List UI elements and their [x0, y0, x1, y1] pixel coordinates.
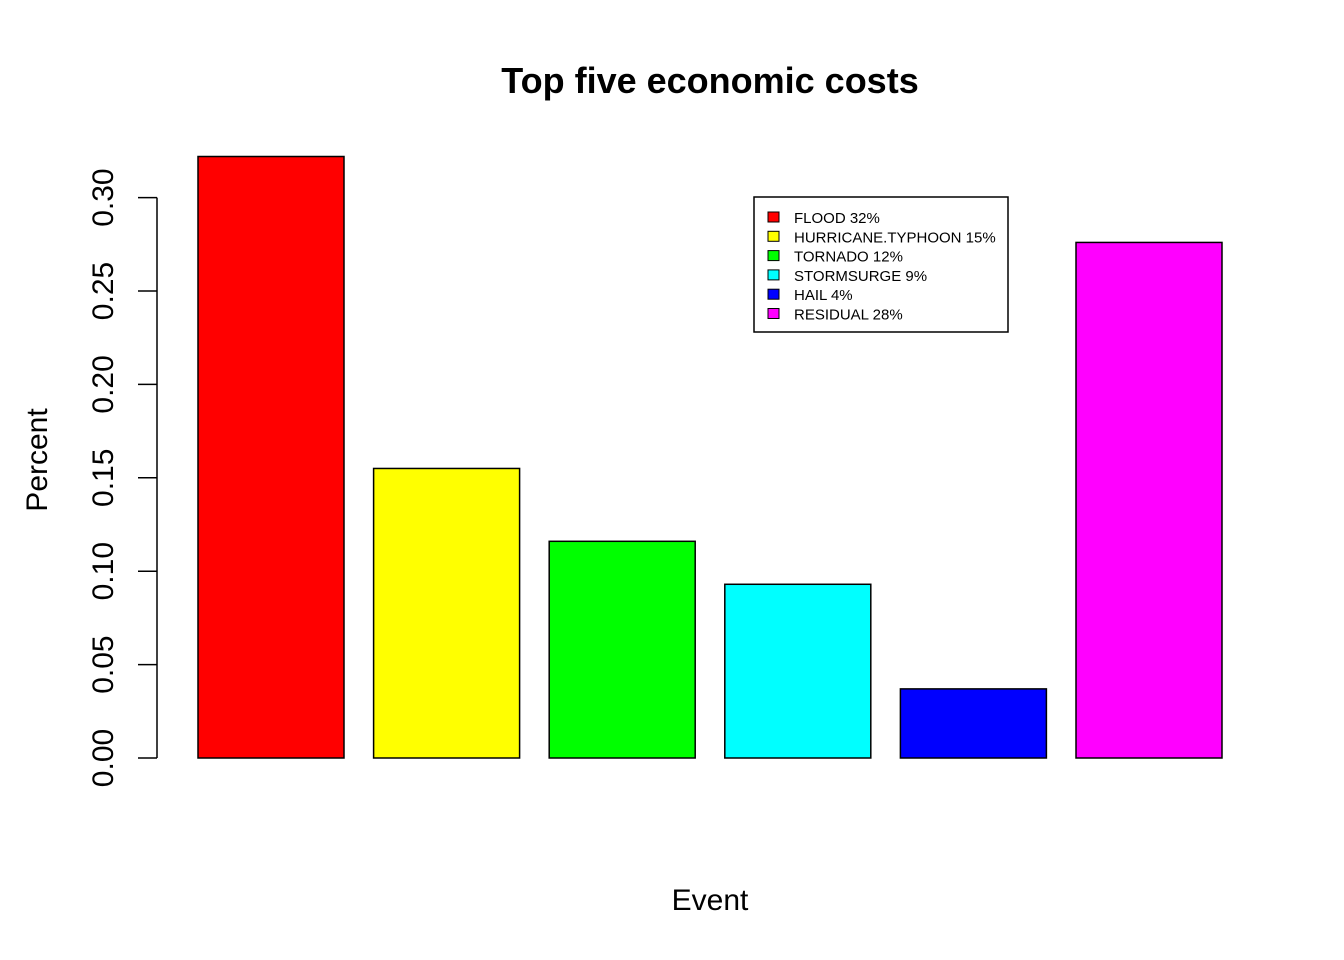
y-tick-label-0: 0.00 — [87, 729, 120, 787]
bar-tornado — [548, 540, 696, 759]
legend-entry-4: HAIL 4% — [794, 287, 853, 304]
bar-stormsurge — [724, 583, 872, 759]
bar-hail — [899, 688, 1048, 759]
legend-swatch-1 — [767, 230, 780, 242]
legend-swatch-3 — [767, 269, 780, 281]
y-tick-label-3: 0.15 — [87, 449, 120, 507]
legend-entry-3: STORMSURGE 9% — [794, 268, 927, 285]
y-tick-label-4: 0.20 — [87, 355, 120, 413]
legend-swatch-2 — [767, 250, 780, 262]
legend-entry-5: RESIDUAL 28% — [794, 307, 903, 324]
bar-flood — [197, 155, 345, 759]
y-tick-label-5: 0.25 — [87, 262, 120, 320]
bars — [197, 155, 1223, 759]
bar-hurricane-typhoon — [372, 467, 521, 759]
legend-entry-0: FLOOD 32% — [794, 210, 880, 227]
legend-entry-2: TORNADO 12% — [794, 249, 903, 266]
legend-entry-1: HURRICANE.TYPHOON 15% — [794, 229, 996, 246]
y-tick-label-6: 0.30 — [87, 168, 120, 226]
legend-swatch-0 — [767, 211, 780, 223]
y-tick-label-2: 0.10 — [87, 542, 120, 600]
bar-residual — [1075, 241, 1223, 759]
y-tick-label-1: 0.05 — [87, 635, 120, 693]
legend: FLOOD 32% HURRICANE.TYPHOON 15% TORNADO 12… — [753, 196, 1009, 333]
y-axis-label: Percent — [21, 408, 54, 512]
legend-swatch-4 — [767, 288, 780, 300]
legend-box — [753, 196, 1009, 333]
legend-swatch-5 — [767, 308, 780, 319]
y-axis: 0.00 0.05 0.10 0.15 0.20 0.25 0.30 — [87, 168, 158, 787]
x-axis-label: Event — [672, 884, 749, 917]
chart-title: Top five economic costs — [501, 60, 918, 101]
